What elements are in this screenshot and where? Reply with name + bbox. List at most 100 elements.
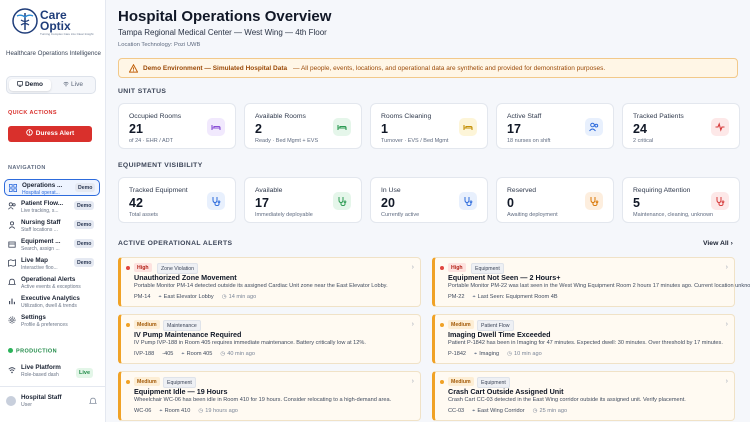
stat-value: 20 [381, 196, 395, 210]
alert-description: Portable Monitor PM-14 detected outside … [134, 283, 388, 289]
toggle-live[interactable]: Live [52, 79, 94, 91]
caduceus-logo-icon [12, 8, 38, 34]
alert-location: Last Seen: Equipment Room 4B [477, 294, 558, 300]
grid-icon [9, 184, 17, 192]
user-profile[interactable]: Hospital Staff User [0, 386, 106, 422]
stat-icon-box [711, 118, 729, 136]
nav-subtitle: Utilization, dwell & trends [21, 302, 77, 309]
location-pin-icon: ⌖ [158, 294, 162, 300]
view-all-link[interactable]: View All › [703, 240, 733, 247]
main-content: Hospital Operations Overview Tampa Regio… [106, 0, 750, 422]
stat-subtext: 18 nurses on shift [507, 138, 551, 144]
alert-asset-id: PM-14 [134, 294, 151, 300]
severity-dot [440, 323, 444, 327]
alert-card[interactable]: Medium Equipment Equipment Idle — 19 Hours… [118, 371, 421, 421]
stat-subtext: Awaiting deployment [507, 212, 558, 218]
chevron-right-icon: › [725, 264, 728, 271]
equipment-visibility-label: EQUIPMENT VISIBILITY [118, 162, 203, 169]
nav-subtitle: Role-based dash [21, 371, 59, 378]
toggle-demo[interactable]: Demo [9, 79, 51, 91]
stat-subtext: of 24 · EHR / ADT [129, 138, 174, 144]
alert-title: IV Pump Maintenance Required [134, 330, 242, 339]
alert-card[interactable]: High Equipment Equipment Not Seen — 2 Hour… [432, 257, 750, 307]
alert-meta: WC-06 ⌖ Room 410 ◷ 19 hours ago [134, 408, 246, 415]
status-dot [8, 348, 13, 353]
stat-card[interactable]: Available Rooms 2 Ready · Bed Mgmt + EVS [244, 103, 362, 149]
chevron-right-icon: › [411, 321, 414, 328]
production-label: PRODUCTION [8, 348, 57, 355]
alert-type-badge: Equipment [163, 377, 196, 388]
alert-time: 14 min ago [228, 294, 257, 300]
stat-card[interactable]: Rooms Cleaning 1 Turnover · EVS / Bed Mgmt [370, 103, 488, 149]
environment-toggle: Demo Live [6, 76, 96, 94]
view-all-label: View All [703, 240, 729, 247]
duress-alert-button[interactable]: Duress Alert [8, 126, 92, 142]
bell-icon [8, 278, 16, 285]
nav-title: Nursing Staff [21, 219, 61, 226]
alert-type-badge: Equipment [477, 377, 510, 388]
stat-value: 2 [255, 122, 262, 136]
nav-item-live-map[interactable]: Live Map Interactive floo... Demo [4, 255, 100, 272]
nav-item-equipment[interactable]: Equipment ... Search, assign ... Demo [4, 236, 100, 253]
alert-asset-id: WC-06 [134, 408, 152, 414]
unit-status-label: UNIT STATUS [118, 88, 167, 95]
nav-item-patient-flow[interactable]: Patient Flow... Live tracking, s... Demo [4, 198, 100, 215]
stethoscope-icon [464, 197, 473, 206]
location-pin-icon: ⌖ [159, 408, 163, 414]
duress-alert-label: Duress Alert [35, 130, 75, 137]
stat-card[interactable]: Tracked Equipment 42 Total assets [118, 177, 236, 223]
toggle-demo-label: Demo [24, 81, 44, 88]
nav-subtitle: Staff locations ... [21, 226, 58, 233]
clock-icon: ◷ [221, 294, 227, 300]
alert-type-badge: Patient Flow [477, 320, 514, 331]
nav-item-operational-alerts[interactable]: Operational Alerts Active events & excep… [4, 274, 100, 291]
alert-card[interactable]: High Zone Violation Unauthorized Zone Move… [118, 257, 421, 307]
chart-icon [9, 298, 15, 305]
wifi-icon [63, 81, 69, 87]
stat-card[interactable]: Tracked Patients 24 2 critical [622, 103, 740, 149]
severity-dot [126, 380, 130, 384]
stethoscope-icon [590, 197, 599, 206]
stat-card[interactable]: Available 17 Immediately deployable [244, 177, 362, 223]
pulse-icon [715, 122, 725, 132]
nav-title: Live Platform [21, 364, 61, 371]
stat-value: 17 [507, 122, 521, 136]
toggle-live-label: Live [71, 81, 83, 88]
severity-badge: Medium [448, 320, 474, 329]
stat-value: 24 [633, 122, 647, 136]
stat-card[interactable]: In Use 20 Currently active [370, 177, 488, 223]
alert-type-badge: Equipment [471, 263, 504, 274]
logo[interactable]: Care Optix Turning Complex Care into Cle… [12, 8, 96, 38]
severity-badge: High [134, 263, 152, 272]
alerts-label: ACTIVE OPERATIONAL ALERTS [118, 240, 233, 247]
bed-icon [463, 125, 473, 130]
nav-title: Patient Flow... [21, 200, 64, 207]
stat-card[interactable]: Active Staff 17 18 nurses on shift [496, 103, 614, 149]
clock-icon: ◷ [220, 351, 226, 357]
demo-badge: Demo [74, 201, 95, 210]
alert-card[interactable]: Medium Patient Flow Imaging Dwell Time Exc… [432, 314, 735, 364]
alert-title: Crash Cart Outside Assigned Unit [448, 387, 564, 396]
location-pin-icon: ⌖ [474, 351, 478, 357]
nav-item-operations[interactable]: Operations ... Hospital operat... Demo [4, 179, 100, 196]
stat-label: Reserved [507, 187, 537, 194]
nav-subtitle: Active events & exceptions [21, 283, 81, 290]
nav-item-settings[interactable]: Settings Profile & preferences [4, 312, 100, 329]
clock-icon: ◷ [532, 408, 538, 414]
nav-item-live-platform[interactable]: Live Platform Role-based dash [4, 362, 100, 379]
alert-time: 25 min ago [539, 408, 568, 414]
alert-card[interactable]: Medium Maintenance IV Pump Maintenance Req… [118, 314, 421, 364]
stat-icon-box [459, 118, 477, 136]
nav-item-executive-analytics[interactable]: Executive Analytics Utilization, dwell &… [4, 293, 100, 310]
stat-card[interactable]: Occupied Rooms 21 of 24 · EHR / ADT [118, 103, 236, 149]
stat-card[interactable]: Reserved 0 Awaiting deployment [496, 177, 614, 223]
bell-icon[interactable] [89, 397, 97, 405]
demo-badge: Demo [75, 183, 96, 192]
stat-subtext: Immediately deployable [255, 212, 313, 218]
stat-value: 0 [507, 196, 514, 210]
nav-item-nursing-staff[interactable]: Nursing Staff Staff locations ... Demo [4, 217, 100, 234]
stat-card[interactable]: Requiring Attention 5 Maintenance, cleanin… [622, 177, 740, 223]
alert-asset-id: PM-22 [448, 294, 465, 300]
alert-card[interactable]: Medium Equipment Crash Cart Outside Assign… [432, 371, 735, 421]
severity-badge: Medium [134, 320, 160, 329]
